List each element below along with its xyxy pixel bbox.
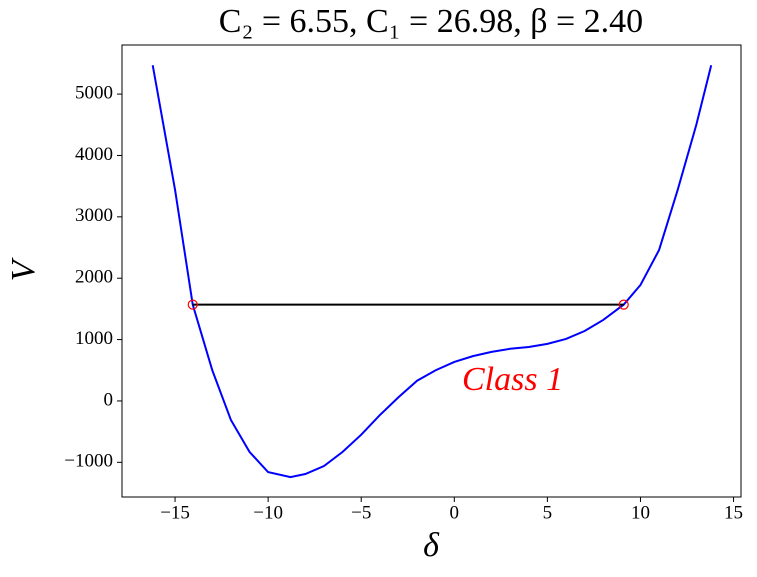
x-tick-label: −5: [351, 502, 371, 523]
intersection-marker: [187, 299, 198, 310]
plot-frame: [121, 44, 742, 498]
x-tick-label: −15: [160, 502, 190, 523]
y-tick-label: 2000: [75, 267, 113, 288]
chart-title: C₂ = 6.55, C₁ = 26.98, β = 2.40: [219, 3, 643, 40]
x-axis-label: δ: [423, 527, 440, 564]
x-tick-label: 5: [543, 502, 553, 523]
y-tick-label: 1000: [75, 328, 113, 349]
annotation: Class 1: [462, 361, 563, 398]
y-tick-label: 3000: [75, 205, 113, 226]
y-tick-label: −1000: [64, 451, 113, 472]
y-axis-label: V: [5, 256, 42, 281]
x-tick-label: 15: [724, 502, 743, 523]
y-tick-label: 4000: [75, 144, 113, 165]
x-tick-label: 10: [631, 502, 650, 523]
intersection-marker: [618, 299, 629, 310]
x-tick-label: 0: [450, 502, 460, 523]
curve: [151, 65, 713, 479]
y-tick-label: 5000: [75, 82, 113, 103]
x-tick-label: −10: [253, 502, 283, 523]
y-tick-label: 0: [104, 389, 114, 410]
